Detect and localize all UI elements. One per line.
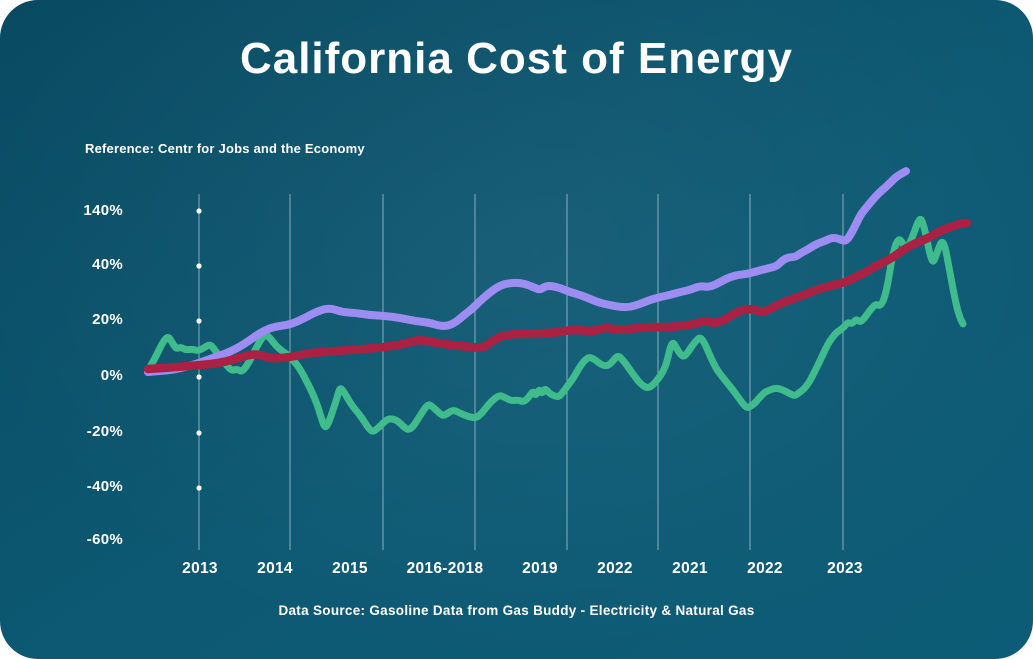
red-steady-series-line [143,218,972,374]
x-axis-label: 2015 [332,560,368,577]
y-axis-label: -40% [86,478,123,495]
axis-dot [196,485,202,491]
x-axis-label: 2022 [747,560,783,577]
page-title: California Cost of Energy [239,34,794,83]
purple-rising-series-line [144,167,910,376]
y-axis-label: 0% [100,367,123,384]
reference-note: Reference: Centr for Jobs and the Econom… [85,141,365,156]
y-axis-label: 20% [92,311,123,328]
x-axis-label: 2022 [597,560,633,577]
x-axis-label: 2023 [827,560,863,577]
axis-dot [196,208,202,214]
y-axis-label: -20% [86,423,123,440]
x-axis-label: 2014 [257,560,293,577]
axis-dot [196,263,202,269]
axis-dot [196,430,202,436]
axis-dot [196,374,202,380]
data-source-note: Data Source: Gasoline Data from Gas Budd… [278,603,755,618]
y-axis-label: 40% [92,256,123,273]
x-axis-label: 2019 [522,560,558,577]
green-volatile-series-line [144,215,967,435]
y-axis-label: 140% [83,202,123,219]
axis-dot [196,318,202,324]
y-axis-label: -60% [86,531,123,548]
x-axis-label: 2021 [672,560,708,577]
x-axis-label: 2016-2018 [406,560,484,577]
x-axis-label: 2013 [182,560,218,577]
